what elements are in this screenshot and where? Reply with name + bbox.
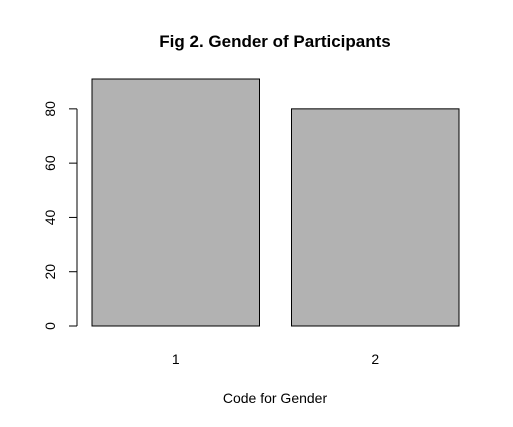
bars-group: [91, 78, 460, 327]
chart-title: Fig 2. Gender of Participants: [159, 32, 390, 51]
x-axis-label: Code for Gender: [223, 390, 328, 406]
x-category-label: 1: [172, 351, 180, 367]
bar-1: [91, 78, 260, 327]
y-tick-label: 80: [42, 101, 58, 117]
y-tick-label: 20: [42, 264, 58, 280]
y-tick-label: 0: [42, 322, 58, 330]
x-category-label: 2: [371, 351, 379, 367]
y-axis: 0 20 40 60 80: [42, 101, 78, 330]
y-tick-label: 40: [42, 209, 58, 225]
bar-2: [291, 108, 460, 327]
y-tick-label: 60: [42, 155, 58, 171]
